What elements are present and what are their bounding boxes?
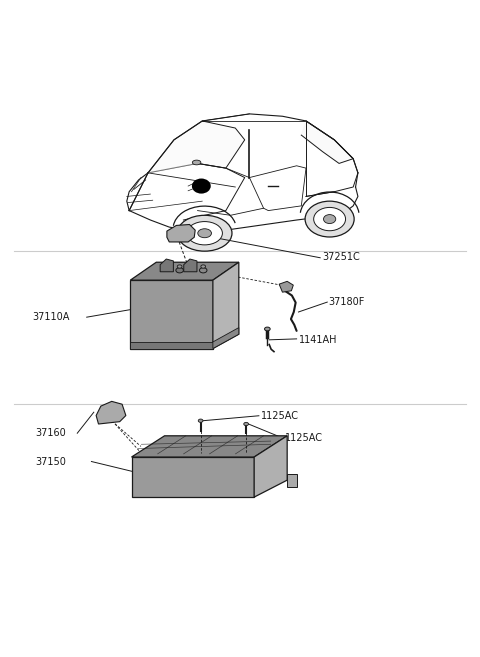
Polygon shape (287, 474, 297, 486)
Ellipse shape (187, 221, 222, 245)
Ellipse shape (305, 201, 354, 237)
Ellipse shape (192, 160, 201, 165)
Ellipse shape (199, 267, 207, 273)
Polygon shape (160, 259, 173, 272)
Polygon shape (131, 342, 213, 349)
Ellipse shape (244, 422, 249, 426)
Ellipse shape (324, 215, 336, 223)
Ellipse shape (198, 419, 203, 422)
Text: 37150: 37150 (35, 457, 66, 466)
Polygon shape (213, 328, 239, 349)
Ellipse shape (264, 327, 270, 331)
Ellipse shape (201, 265, 205, 268)
Polygon shape (184, 259, 197, 272)
Ellipse shape (176, 267, 183, 273)
Polygon shape (96, 401, 126, 424)
Polygon shape (148, 121, 245, 173)
Polygon shape (213, 262, 239, 349)
Polygon shape (131, 262, 239, 280)
Text: 37251C: 37251C (323, 252, 360, 262)
Ellipse shape (198, 229, 212, 238)
Ellipse shape (192, 179, 211, 194)
Text: 37180F: 37180F (329, 297, 365, 307)
Polygon shape (167, 225, 195, 242)
Polygon shape (254, 436, 287, 497)
Polygon shape (131, 280, 213, 349)
Ellipse shape (177, 265, 182, 268)
Text: 1125AC: 1125AC (285, 433, 323, 443)
Ellipse shape (313, 208, 346, 231)
Polygon shape (132, 457, 254, 497)
Text: 37110A: 37110A (33, 312, 70, 322)
Text: 1141AH: 1141AH (299, 335, 337, 346)
Ellipse shape (177, 215, 232, 251)
Polygon shape (279, 281, 293, 292)
Text: 1125AC: 1125AC (261, 411, 299, 420)
Polygon shape (132, 436, 287, 457)
Text: 37160: 37160 (35, 428, 66, 438)
Polygon shape (301, 121, 353, 164)
